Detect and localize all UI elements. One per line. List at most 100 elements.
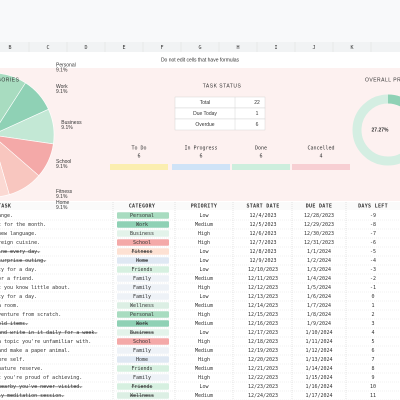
status-row xyxy=(174,118,266,131)
cell-priority: High xyxy=(198,285,210,291)
cell-category: Friends xyxy=(131,384,152,390)
column-letter: I xyxy=(274,45,277,51)
category-chip xyxy=(117,257,169,264)
cell-task: ty for a day. xyxy=(0,294,37,300)
cell-category: Work xyxy=(136,222,148,228)
pie-label: Work xyxy=(56,84,68,90)
cell-task: a room. xyxy=(0,303,19,309)
column-letter: J xyxy=(312,45,315,51)
cell-task: and make a paper animal. xyxy=(0,348,70,354)
card-value: 6 xyxy=(137,154,140,160)
category-chip xyxy=(117,212,169,219)
status-value: 22 xyxy=(254,100,260,106)
pie-title: CATEGORIES xyxy=(0,77,20,83)
cell-priority: Medium xyxy=(195,366,213,372)
cell-due: 12/30/2023 xyxy=(304,231,334,237)
cell-category: Family xyxy=(133,375,151,381)
cell-priority: High xyxy=(198,231,210,237)
column-letter: G xyxy=(198,45,201,51)
cell-due: 1/2/2024 xyxy=(307,258,331,264)
cell-due: 1/12/2024 xyxy=(305,348,332,354)
pie-value-label: 9.1% xyxy=(56,205,68,211)
column-letter: H xyxy=(236,45,239,51)
cell-task: ange. xyxy=(0,213,13,219)
cell-task: old items. xyxy=(0,321,28,327)
category-chip xyxy=(117,266,169,273)
cell-category: Friends xyxy=(131,366,152,372)
pie-value-label: 9.1% xyxy=(61,125,73,131)
card-value: 6 xyxy=(259,154,262,160)
cell-task: t for the month. xyxy=(0,222,46,228)
cell-days-left: -8 xyxy=(370,222,376,228)
table-header-bg xyxy=(0,202,400,210)
column-letter: K xyxy=(350,45,353,51)
cell-start: 12/13/2023 xyxy=(248,294,278,300)
card-label: Cancelled xyxy=(307,146,334,152)
cell-category: Home xyxy=(136,258,148,264)
cell-days-left: -5 xyxy=(370,249,376,255)
cell-start: 12/15/2023 xyxy=(248,312,278,318)
cell-priority: High xyxy=(198,312,210,318)
column-letter: F xyxy=(160,45,163,51)
cell-priority: Low xyxy=(199,267,209,273)
cell-priority: Low xyxy=(199,330,209,336)
progress-title: OVERALL PROGRESS xyxy=(365,77,400,83)
cell-category: Personal xyxy=(130,213,154,219)
cell-task: or a friend. xyxy=(0,276,34,282)
cell-priority: High xyxy=(198,240,210,246)
cell-due: 12/29/2023 xyxy=(304,222,334,228)
cell-due: 12/31/2023 xyxy=(304,240,334,246)
column-letter: D xyxy=(84,45,87,51)
category-chip xyxy=(117,392,169,399)
cell-priority: High xyxy=(198,339,210,345)
cell-days-left: 1 xyxy=(371,303,374,309)
cell-category: Work xyxy=(136,321,148,327)
cell-due: 12/28/2023 xyxy=(304,213,334,219)
cell-category: Wellness xyxy=(130,303,154,309)
cell-priority: Low xyxy=(199,294,209,300)
cell-due: 1/17/2024 xyxy=(305,393,332,399)
cell-days-left: -2 xyxy=(370,276,376,282)
progress-arc xyxy=(352,94,400,166)
cell-task: nearby you've never visited. xyxy=(0,384,82,390)
category-chip xyxy=(117,275,169,282)
column-letter: E xyxy=(122,45,125,51)
card-value: 6 xyxy=(199,154,202,160)
cell-days-left: 11 xyxy=(370,393,376,399)
cell-category: School xyxy=(133,339,151,345)
cell-priority: High xyxy=(198,357,210,363)
pie-label: Personal xyxy=(56,63,76,69)
cell-due: 1/13/2024 xyxy=(305,357,332,363)
table-header: TASK xyxy=(0,204,11,210)
dashboard-bg xyxy=(0,68,400,201)
cell-category: Family xyxy=(133,285,151,291)
status-title: TASK STATUS xyxy=(203,83,242,89)
status-row xyxy=(174,107,266,120)
category-chip xyxy=(117,239,169,246)
category-chip xyxy=(117,347,169,354)
cell-category: Fitness xyxy=(131,249,152,255)
cell-category: Business xyxy=(130,330,154,336)
cell-due: 1/15/2024 xyxy=(305,375,332,381)
category-chip xyxy=(117,221,169,228)
cell-task: nature reserve. xyxy=(0,366,43,372)
cell-task: ine every day. xyxy=(0,249,40,255)
cell-task: ure self. xyxy=(0,357,25,363)
category-chip xyxy=(117,311,169,318)
cell-start: 12/5/2023 xyxy=(249,222,276,228)
cell-due: 1/1/2024 xyxy=(307,249,331,255)
cell-start: 12/18/2023 xyxy=(248,339,278,345)
cell-task: t you're proud of achieving. xyxy=(0,375,82,381)
cell-priority: Medium xyxy=(195,303,213,309)
status-value: 1 xyxy=(256,111,259,117)
card-bar xyxy=(110,164,168,170)
pie-label: Fitness xyxy=(56,189,73,195)
cell-days-left: 7 xyxy=(371,357,374,363)
cell-days-left: 2 xyxy=(371,312,374,318)
cell-category: Personal xyxy=(130,312,154,318)
cell-start: 12/20/2023 xyxy=(248,357,278,363)
category-chip xyxy=(117,302,169,309)
category-chip xyxy=(117,383,169,390)
cell-priority: Medium xyxy=(195,348,213,354)
